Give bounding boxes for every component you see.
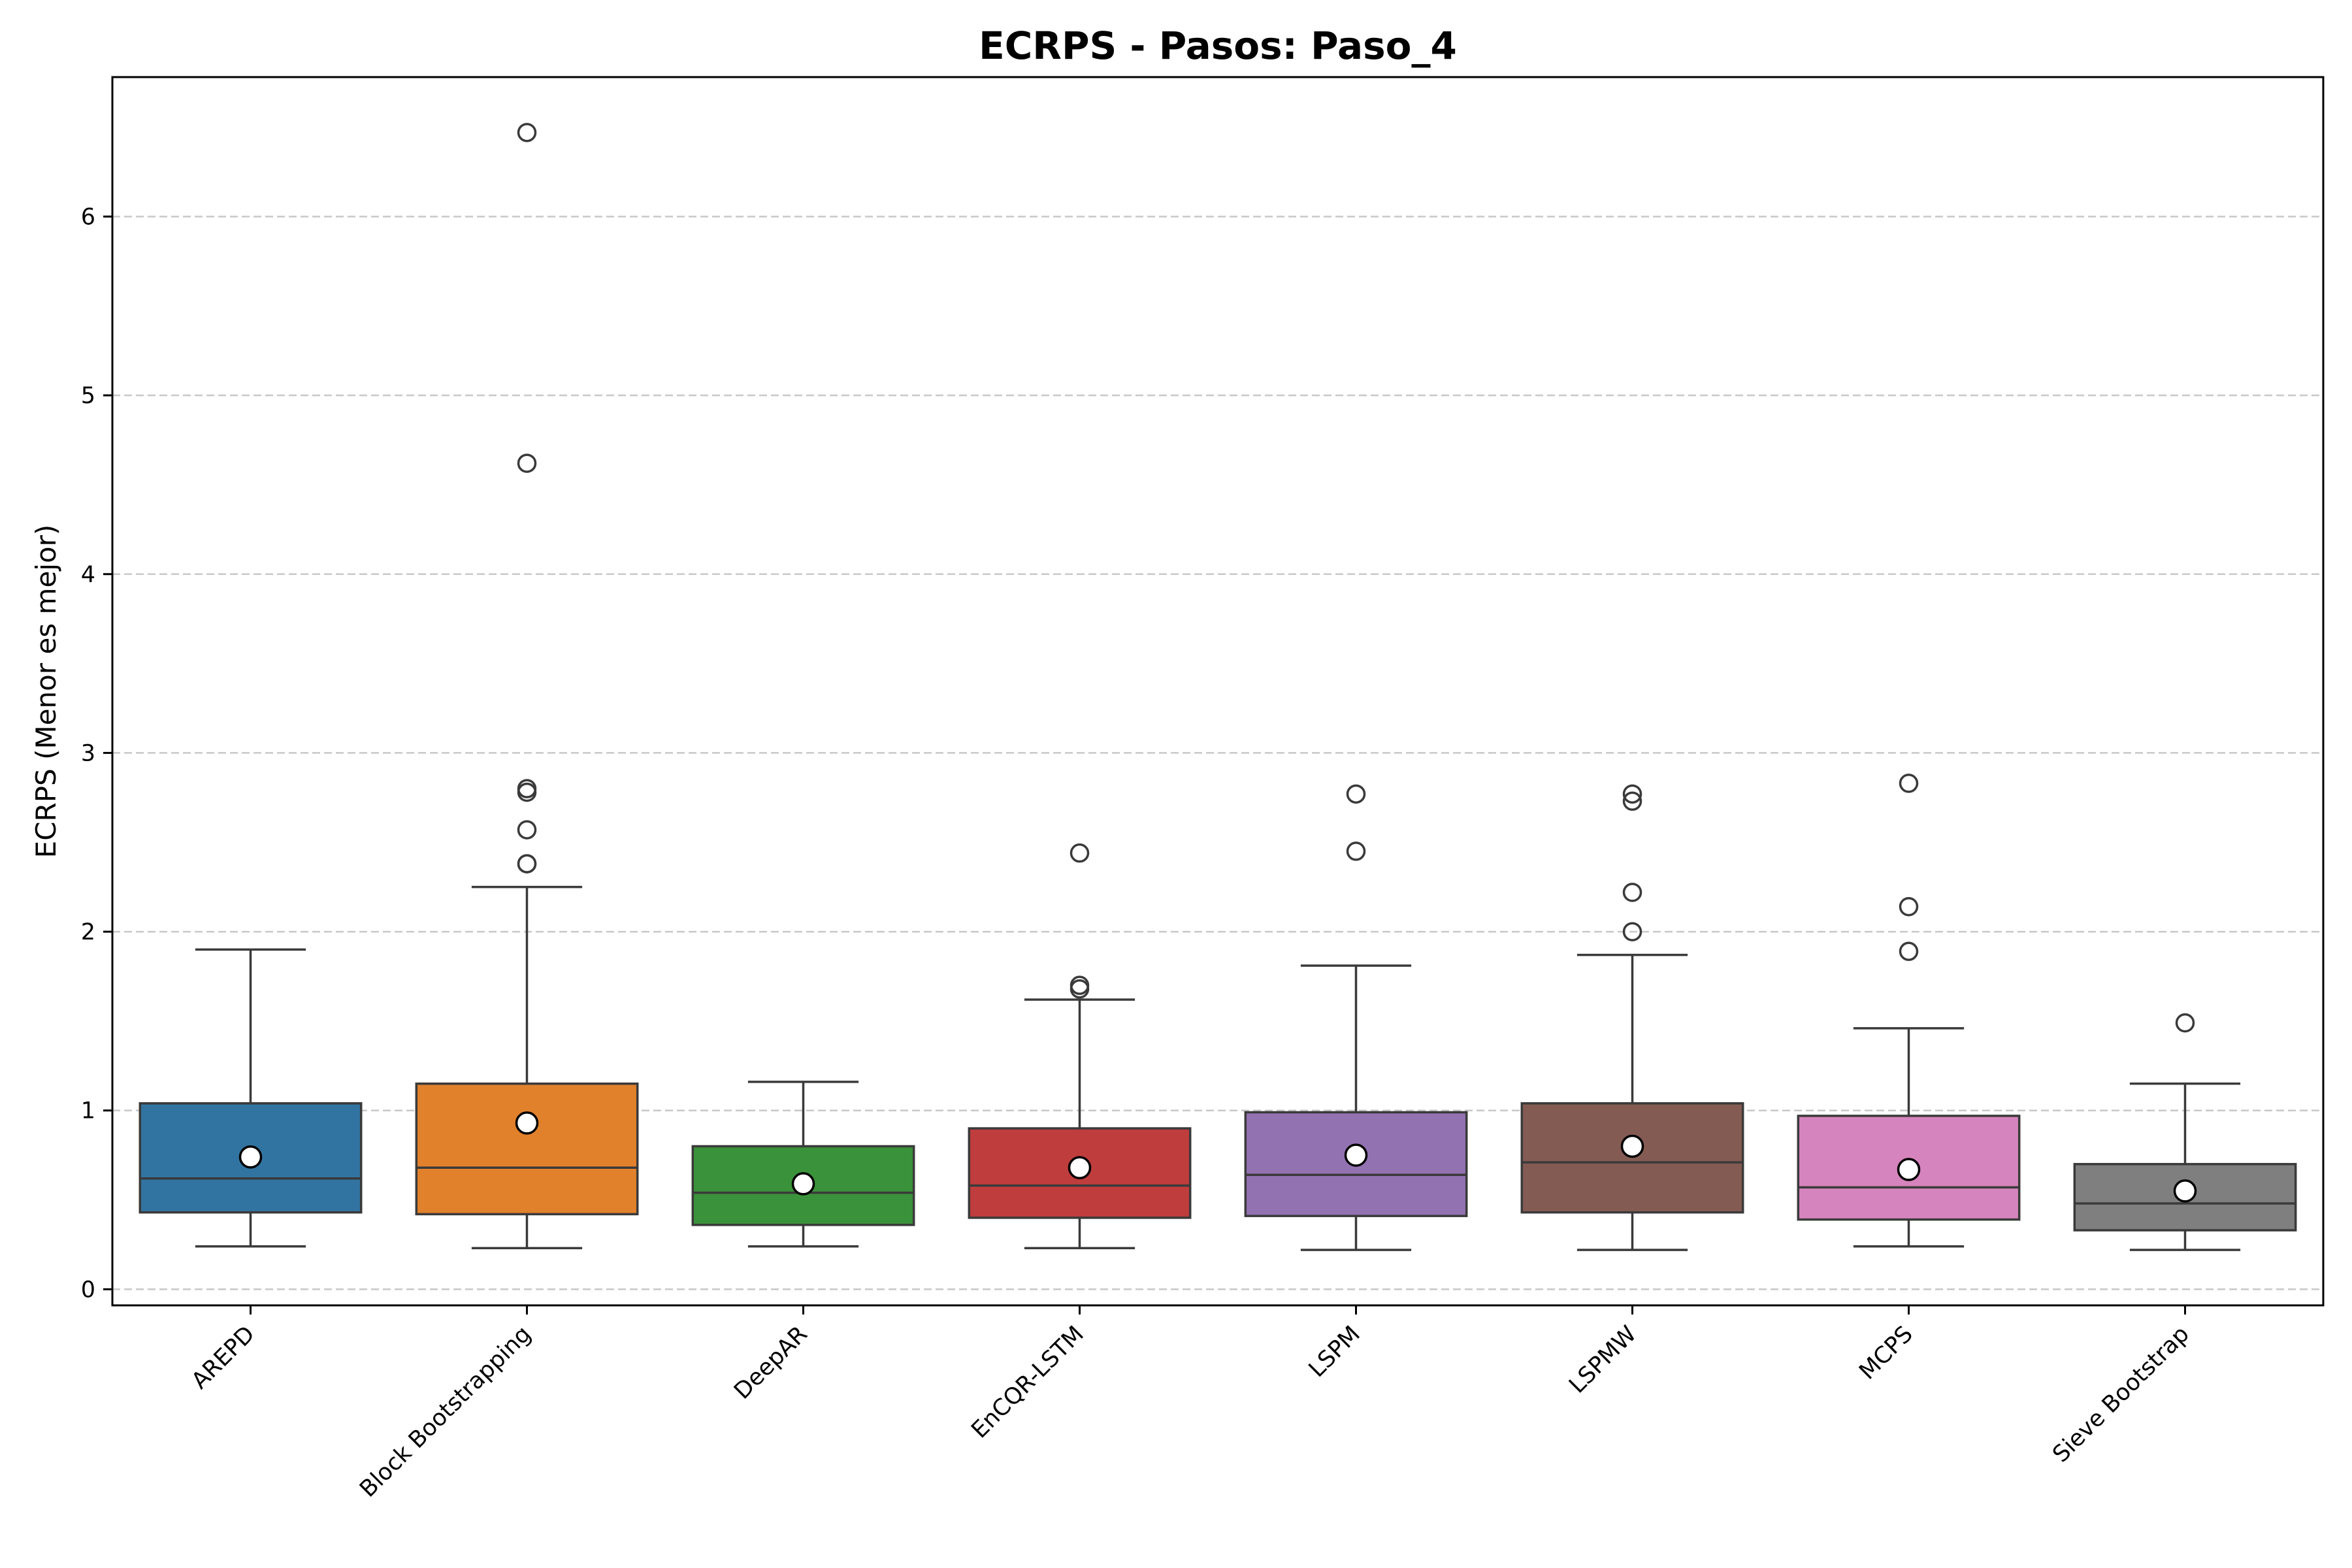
box-group-6 — [1797, 774, 2021, 1248]
y-tick-label-3: 3 — [81, 740, 95, 766]
outlier-3-0 — [1070, 843, 1090, 863]
mean-marker-2 — [791, 1172, 815, 1196]
x-tick-label-3: EnCQR-LSTM — [966, 1321, 1088, 1443]
mean-marker-5 — [1620, 1134, 1644, 1158]
chart-title: ECRPS - Pasos: Paso_4 — [979, 24, 1457, 68]
plot-frame — [111, 76, 2325, 1307]
outlier-6-2 — [1899, 941, 1919, 961]
x-tick-label-7: Sieve Bootstrap — [2048, 1321, 2194, 1467]
x-tick-label-1: Block Bootstrapping — [355, 1321, 536, 1503]
y-axis-label: ECRPS (Menor es mejor) — [30, 525, 62, 858]
outlier-5-2 — [1622, 883, 1642, 902]
outlier-4-1 — [1346, 841, 1366, 861]
outlier-1-0 — [517, 123, 537, 142]
box-group-3 — [968, 843, 1192, 1250]
x-tick-label-6: MCPS — [1854, 1321, 1918, 1385]
x-tick-label-0: AREPD — [187, 1321, 260, 1394]
box-5 — [1520, 1102, 1744, 1214]
x-axis-ticks: AREPD Block Bootstrapping DeepAR EnCQR-LSTM… — [187, 1305, 2195, 1503]
box-group-5 — [1520, 784, 1744, 1251]
y-tick-label-5: 5 — [81, 383, 95, 409]
box-plots — [139, 123, 2297, 1251]
outlier-6-1 — [1899, 897, 1919, 917]
box-6 — [1797, 1115, 2021, 1221]
box-group-1 — [415, 123, 639, 1250]
outlier-4-0 — [1346, 784, 1366, 804]
mean-marker-7 — [2173, 1179, 2197, 1203]
box-group-0 — [139, 948, 363, 1248]
box-group-7 — [2073, 1013, 2297, 1251]
y-axis-ticks: 0 1 2 3 4 5 6 — [81, 204, 112, 1303]
y-tick-label-6: 6 — [81, 204, 95, 230]
mean-marker-1 — [515, 1111, 539, 1135]
outlier-3-2 — [1070, 979, 1090, 999]
x-tick-label-4: LSPM — [1304, 1321, 1365, 1382]
outlier-1-6 — [517, 854, 537, 874]
outlier-5-0 — [1622, 784, 1642, 804]
y-tick-label-2: 2 — [81, 919, 95, 945]
box-group-2 — [691, 1081, 915, 1248]
x-tick-label-5: LSPMW — [1564, 1321, 1642, 1399]
outlier-1-1 — [517, 453, 537, 473]
y-tick-label-4: 4 — [81, 562, 95, 588]
outlier-7-0 — [2175, 1013, 2195, 1033]
y-tick-label-0: 0 — [81, 1277, 95, 1303]
y-tick-label-1: 1 — [81, 1098, 95, 1124]
outlier-6-0 — [1899, 774, 1919, 793]
mean-marker-0 — [238, 1145, 263, 1169]
outlier-1-3 — [517, 782, 537, 802]
mean-marker-6 — [1897, 1158, 1921, 1181]
mean-marker-3 — [1068, 1156, 1092, 1180]
outlier-5-3 — [1622, 922, 1642, 941]
box-1 — [415, 1082, 639, 1216]
mean-marker-4 — [1344, 1143, 1368, 1167]
box-group-4 — [1244, 784, 1468, 1251]
outlier-1-4 — [517, 820, 537, 840]
x-tick-label-2: DeepAR — [729, 1321, 813, 1405]
outlier-5-1 — [1622, 791, 1642, 811]
